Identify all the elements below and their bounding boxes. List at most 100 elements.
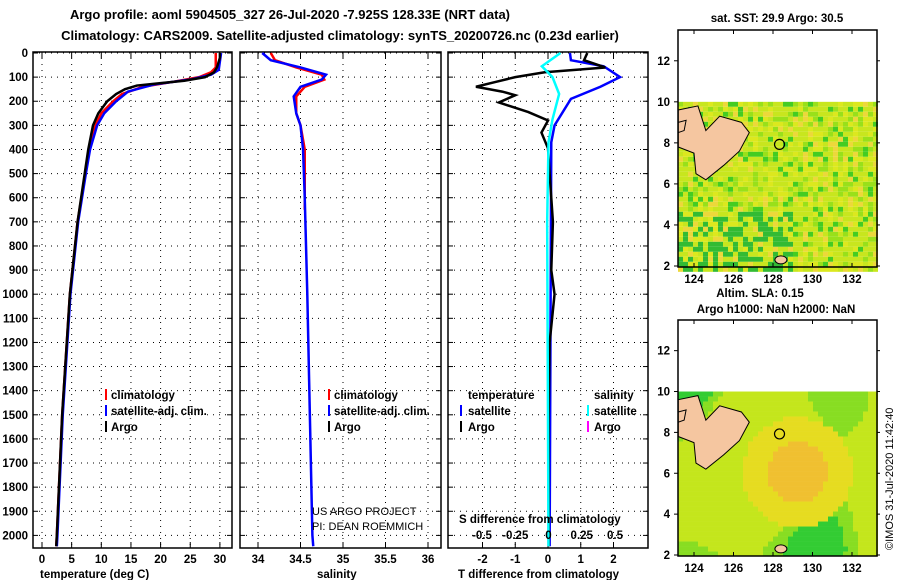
map-cell bbox=[763, 241, 768, 247]
map-cell bbox=[763, 426, 768, 432]
map-cell bbox=[728, 221, 733, 227]
map-cell bbox=[753, 496, 758, 502]
map-cell bbox=[773, 111, 778, 117]
map-cell bbox=[858, 421, 863, 427]
map-cell bbox=[798, 126, 803, 132]
map-cell bbox=[698, 181, 703, 187]
map-cell bbox=[833, 101, 838, 107]
map-cell bbox=[703, 251, 708, 257]
map-cell bbox=[853, 431, 858, 437]
depth-tick-label: 500 bbox=[9, 169, 28, 181]
map-cell bbox=[853, 481, 858, 487]
map-cell bbox=[823, 211, 828, 217]
map-cell bbox=[848, 481, 853, 487]
map-cell bbox=[823, 511, 828, 517]
map-cell bbox=[813, 196, 818, 202]
map-cell bbox=[748, 481, 753, 487]
map-cell bbox=[758, 401, 763, 407]
map-cell bbox=[868, 121, 873, 127]
map-cell bbox=[813, 456, 818, 462]
map-cell bbox=[788, 471, 793, 477]
map-cell bbox=[873, 396, 878, 402]
map-cell bbox=[873, 161, 878, 167]
map-cell bbox=[828, 496, 833, 502]
map-cell bbox=[863, 256, 868, 262]
map-cell bbox=[833, 431, 838, 437]
map-cell bbox=[858, 536, 863, 542]
map-cell bbox=[873, 466, 878, 472]
map-cell bbox=[848, 391, 853, 397]
map-cell bbox=[778, 126, 783, 132]
map-cell bbox=[818, 436, 823, 442]
map-cell bbox=[768, 531, 773, 537]
map-cell bbox=[828, 196, 833, 202]
map-cell bbox=[808, 141, 813, 147]
map-cell bbox=[843, 526, 848, 532]
map-cell bbox=[748, 476, 753, 482]
land-timor bbox=[677, 395, 750, 470]
map-cell bbox=[868, 486, 873, 492]
map-cell bbox=[738, 226, 743, 232]
map-cell bbox=[683, 151, 688, 157]
map-cell bbox=[733, 101, 738, 107]
map-cell bbox=[778, 226, 783, 232]
map-cell bbox=[708, 406, 713, 412]
map-cell bbox=[808, 406, 813, 412]
map-cell bbox=[803, 206, 808, 212]
map-cell bbox=[873, 236, 878, 242]
map-cell bbox=[853, 151, 858, 157]
map-cell bbox=[858, 181, 863, 187]
map-cell bbox=[688, 546, 693, 552]
map-cell bbox=[853, 471, 858, 477]
map-cell bbox=[818, 111, 823, 117]
map-cell bbox=[758, 536, 763, 542]
map-cell bbox=[778, 526, 783, 532]
map-cell bbox=[753, 181, 758, 187]
map-cell bbox=[838, 471, 843, 477]
map-cell bbox=[868, 521, 873, 527]
map-cell bbox=[768, 396, 773, 402]
map-cell bbox=[828, 256, 833, 262]
map-cell bbox=[703, 551, 708, 557]
map-cell bbox=[823, 266, 828, 272]
map-cell bbox=[813, 501, 818, 507]
map-cell bbox=[773, 551, 778, 557]
map-cell bbox=[703, 491, 708, 497]
map-cell bbox=[818, 121, 823, 127]
map-cell bbox=[858, 216, 863, 222]
map-cell bbox=[788, 536, 793, 542]
map-cell bbox=[798, 256, 803, 262]
map-cell bbox=[848, 186, 853, 192]
map-cell bbox=[778, 151, 783, 157]
map-cell bbox=[843, 221, 848, 227]
map-cell bbox=[838, 451, 843, 457]
map-cell bbox=[713, 246, 718, 252]
map-cell bbox=[853, 186, 858, 192]
map-cell bbox=[808, 231, 813, 237]
map-cell bbox=[783, 551, 788, 557]
map-cell bbox=[838, 466, 843, 472]
map-cell bbox=[818, 391, 823, 397]
map-cell bbox=[708, 476, 713, 482]
map-cell bbox=[728, 456, 733, 462]
map-cell bbox=[753, 146, 758, 152]
map-cell bbox=[783, 521, 788, 527]
map-cell bbox=[703, 196, 708, 202]
map-cell bbox=[708, 226, 713, 232]
map-cell bbox=[678, 156, 683, 162]
map-cell bbox=[718, 391, 723, 397]
map-cell bbox=[773, 481, 778, 487]
map-cell bbox=[698, 391, 703, 397]
map-cell bbox=[768, 541, 773, 547]
map-cell bbox=[803, 501, 808, 507]
map-cell bbox=[773, 541, 778, 547]
map-cell bbox=[708, 121, 713, 127]
map-cell bbox=[723, 546, 728, 552]
map-cell bbox=[708, 256, 713, 262]
map-cell bbox=[798, 266, 803, 272]
map-cell bbox=[833, 526, 838, 532]
map-cell bbox=[833, 541, 838, 547]
map-cell bbox=[723, 231, 728, 237]
map-cell bbox=[858, 391, 863, 397]
map-cell bbox=[763, 436, 768, 442]
